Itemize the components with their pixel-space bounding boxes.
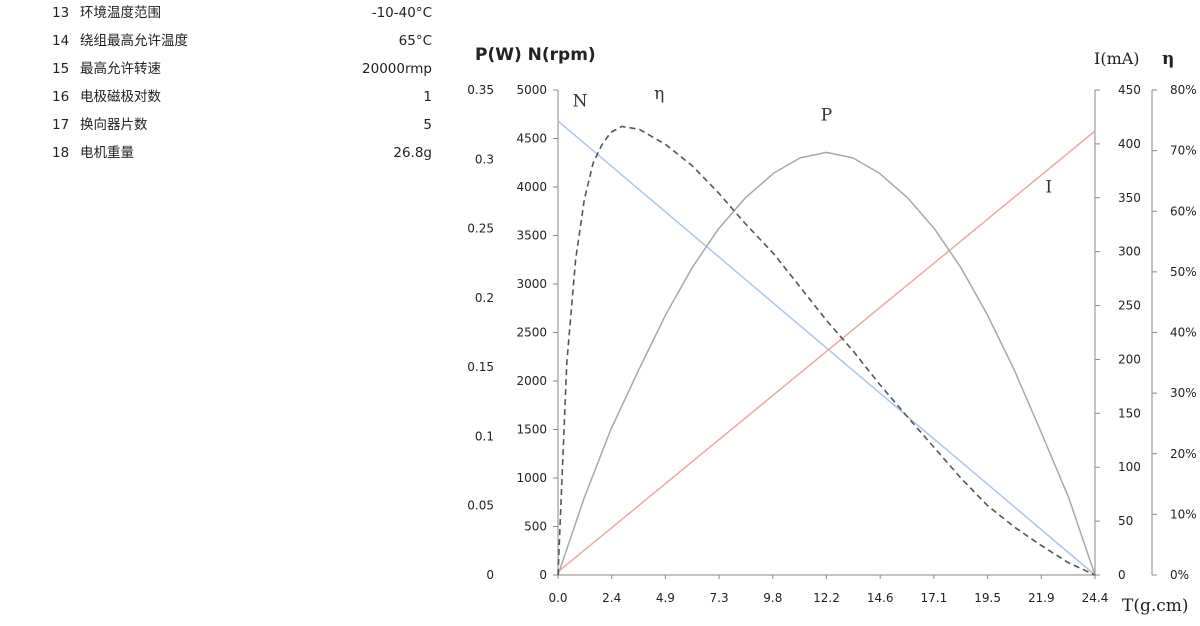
power-tick-label: 0.25	[467, 222, 494, 236]
efficiency-tick-label: 20%	[1170, 447, 1197, 461]
current-tick-label: 200	[1118, 352, 1141, 366]
spec-row: 17 换向器片数 5	[40, 112, 440, 140]
speed-tick-label: 0	[539, 568, 547, 582]
left-axis-title: P(W) N(rpm)	[475, 45, 596, 65]
spec-number: 18	[52, 145, 70, 161]
power-tick-label: 0	[486, 568, 494, 582]
spec-value: 65°C	[398, 33, 432, 49]
x-tick-label: 19.5	[974, 591, 1001, 605]
spec-number: 15	[52, 61, 70, 77]
power-tick-label: 0.3	[475, 152, 494, 166]
current-tick-label: 350	[1118, 191, 1141, 205]
current-tick-label: 100	[1118, 460, 1141, 474]
spec-number: 17	[52, 117, 70, 133]
speed-tick-label: 1500	[516, 423, 547, 437]
x-tick-label: 12.2	[813, 591, 840, 605]
speed-tick-label: 3500	[516, 229, 547, 243]
speed-tick-label: 4000	[516, 180, 547, 194]
spec-value: 26.8g	[393, 145, 432, 161]
spec-value: -10-40°C	[371, 5, 432, 21]
speed-tick-label: 3000	[516, 277, 547, 291]
x-tick-label: 9.8	[763, 591, 782, 605]
efficiency-tick-label: 40%	[1170, 326, 1197, 340]
efficiency-tick-label: 60%	[1170, 204, 1197, 218]
series-line-efficiency	[557, 125, 1096, 576]
efficiency-tick-label: 30%	[1170, 386, 1197, 400]
power-tick-label: 0.15	[467, 360, 494, 374]
spec-row: 18 电机重量 26.8g	[40, 140, 440, 168]
current-tick-label: 0	[1118, 568, 1126, 582]
x-tick-label: 21.9	[1028, 591, 1055, 605]
efficiency-tick-label: 0%	[1170, 568, 1189, 582]
spec-number: 14	[52, 33, 70, 49]
curve-label: P	[821, 105, 832, 125]
x-axis-title: T(g.cm)	[1122, 596, 1189, 616]
x-tick-label: 17.1	[921, 591, 948, 605]
power-tick-label: 0.05	[467, 499, 494, 513]
spec-name: 绕组最高允许温度	[80, 33, 188, 49]
speed-tick-label: 2500	[516, 326, 547, 340]
speed-tick-label: 500	[524, 520, 547, 534]
speed-tick-label: 5000	[516, 83, 547, 97]
spec-name: 最高允许转速	[80, 61, 161, 77]
current-tick-label: 450	[1118, 83, 1141, 97]
efficiency-tick-label: 80%	[1170, 83, 1197, 97]
spec-name: 环境温度范围	[80, 5, 161, 21]
spec-number: 13	[52, 5, 70, 21]
efficiency-tick-label: 50%	[1170, 265, 1197, 279]
spec-row: 14 绕组最高允许温度 65°C	[40, 28, 440, 56]
series-line-current	[557, 130, 1096, 573]
speed-tick-label: 2000	[516, 374, 547, 388]
curve-label: I	[1045, 177, 1052, 197]
speed-tick-label: 1000	[516, 471, 547, 485]
axes-layer: 00.050.10.150.20.250.30.3505001000150020…	[467, 83, 1196, 605]
power-tick-label: 0.2	[475, 291, 494, 305]
series-line-speed	[557, 120, 1096, 576]
x-tick-label: 24.4	[1082, 591, 1109, 605]
spec-row: 15 最高允许转速 20000rmp	[40, 56, 440, 84]
current-tick-label: 150	[1118, 406, 1141, 420]
efficiency-axis-title: η	[1162, 49, 1174, 69]
x-tick-label: 7.3	[710, 591, 729, 605]
efficiency-tick-label: 70%	[1170, 144, 1197, 158]
current-axis-title: I(mA)	[1094, 49, 1140, 68]
x-tick-label: 0.0	[548, 591, 567, 605]
power-tick-label: 0.35	[467, 83, 494, 97]
curve-label: N	[573, 91, 588, 111]
spec-value: 1	[423, 89, 432, 105]
spec-table: 13 环境温度范围 -10-40°C 14 绕组最高允许温度 65°C 15 最高允许转速 20…	[40, 0, 440, 168]
spec-name: 电极磁极对数	[80, 89, 161, 105]
current-tick-label: 400	[1118, 137, 1141, 151]
motor-performance-chart: P(W) N(rpm) I(mA) η T(g.cm) 0 0.05 0.1 0.15…	[467, 45, 1196, 616]
spec-value: 5	[423, 117, 432, 133]
current-tick-label: 50	[1118, 514, 1133, 528]
spec-row: 16 电极磁极对数 1	[40, 84, 440, 112]
series-layer	[557, 120, 1096, 576]
efficiency-tick-label: 10%	[1170, 507, 1197, 521]
curve-label: η	[654, 84, 664, 104]
spec-name: 电机重量	[80, 145, 134, 161]
x-tick-label: 4.9	[656, 591, 675, 605]
x-tick-label: 14.6	[867, 591, 894, 605]
spec-number: 16	[52, 89, 70, 105]
series-line-power	[557, 151, 1096, 576]
spec-row: 13 环境温度范围 -10-40°C	[40, 0, 440, 28]
power-tick-label: 0.1	[475, 429, 494, 443]
x-tick-label: 2.4	[602, 591, 621, 605]
spec-value: 20000rmp	[362, 61, 432, 77]
current-tick-label: 300	[1118, 245, 1141, 259]
spec-name: 换向器片数	[80, 117, 148, 133]
current-tick-label: 250	[1118, 299, 1141, 313]
speed-tick-label: 4500	[516, 132, 547, 146]
